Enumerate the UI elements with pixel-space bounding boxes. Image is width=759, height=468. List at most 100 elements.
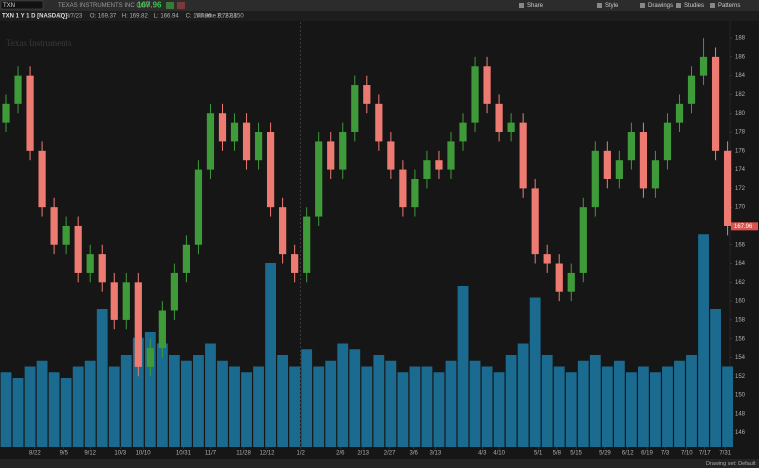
candle-body — [519, 122, 527, 189]
volume-bar — [409, 366, 421, 447]
y-tick-label: 172 — [735, 186, 746, 192]
candle-body — [38, 150, 46, 208]
buy-icon[interactable] — [166, 2, 174, 9]
candle-body — [170, 272, 178, 311]
y-tick-label: 176 — [735, 148, 746, 154]
candle-body — [303, 216, 311, 273]
toolbar-button-icon[interactable] — [519, 3, 524, 8]
y-tick-label: 160 — [735, 299, 746, 305]
y-tick-label: 164 — [735, 261, 746, 267]
toolbar-button-icon[interactable] — [597, 3, 602, 8]
candle-body — [50, 207, 58, 245]
x-tick-label: 7/17 — [699, 451, 711, 457]
candle-body — [723, 150, 732, 226]
y-tick-label: 152 — [735, 374, 746, 380]
toolbar-button[interactable]: Patterns — [718, 3, 740, 9]
volume-bar — [144, 332, 156, 447]
volume-bar — [421, 366, 433, 447]
sell-icon[interactable] — [177, 2, 185, 9]
candle-body — [699, 56, 708, 76]
candle-body — [543, 254, 551, 264]
candle-body — [603, 150, 611, 179]
volume-bar — [313, 366, 325, 447]
volume-bar — [301, 349, 313, 447]
volume-label: Volume — [196, 14, 217, 20]
volume-bar — [541, 355, 553, 447]
candle-body — [134, 282, 142, 367]
volume-bar — [577, 360, 589, 447]
x-tick-label: 1/2 — [296, 451, 305, 457]
volume-bar — [277, 355, 289, 447]
volume-bar — [60, 378, 72, 447]
volume-bar — [193, 355, 204, 447]
drawing-set: Drawing set: Default — [706, 461, 756, 467]
x-tick-label: 7/10 — [681, 451, 693, 457]
candle-body — [242, 122, 251, 161]
ohlc-info: L: 166.94 — [154, 14, 180, 20]
volume-bar — [168, 355, 180, 447]
y-tick-label: 182 — [735, 92, 746, 98]
candle-body — [507, 122, 515, 133]
ohlc-info: H: 169.82 — [122, 14, 149, 20]
candle-body — [435, 160, 443, 170]
toolbar-button-icon[interactable] — [640, 3, 645, 8]
y-tick-label: 174 — [735, 167, 746, 173]
price: 167.96 — [137, 1, 162, 10]
candle-body — [98, 254, 106, 283]
volume-bar — [698, 234, 709, 447]
y-tick-label: 156 — [735, 336, 746, 342]
candle-body — [375, 103, 383, 142]
toolbar-button-icon[interactable] — [676, 3, 681, 8]
candle-body — [86, 254, 94, 273]
volume-bar — [505, 355, 517, 447]
candle-body — [146, 348, 154, 367]
candle-body — [447, 141, 455, 170]
status-bar — [0, 459, 759, 468]
volume-bar — [180, 360, 192, 447]
y-tick-label: 186 — [735, 54, 746, 60]
x-tick-label: 10/10 — [136, 451, 152, 457]
candle-body — [62, 225, 70, 245]
volume-bar — [253, 366, 264, 447]
y-tick-label: 184 — [735, 73, 746, 79]
x-tick-label: 5/29 — [599, 451, 611, 457]
x-tick-label: 5/1 — [534, 451, 543, 457]
volume-bar — [0, 372, 12, 447]
candle-body — [567, 272, 575, 292]
volume-bar — [650, 372, 661, 447]
volume-bar — [637, 366, 649, 447]
symbol[interactable]: TXN — [3, 3, 15, 9]
y-tick-label: 170 — [735, 205, 746, 211]
x-tick-label: 5/8 — [553, 451, 562, 457]
toolbar-button[interactable]: Studies — [684, 3, 704, 9]
volume-bar — [565, 372, 577, 447]
toolbar-button-icon[interactable] — [710, 3, 715, 8]
x-tick-label: 2/27 — [384, 451, 396, 457]
toolbar-button[interactable]: Style — [605, 3, 619, 9]
company: TEXAS INSTRUMENTS INC COM — [58, 3, 150, 9]
last-price-tag — [731, 222, 758, 231]
candle-body — [14, 75, 22, 104]
volume-bar — [445, 360, 457, 447]
volume-bar — [205, 343, 216, 447]
candle-body — [615, 160, 623, 179]
x-tick-label: 2/6 — [336, 451, 345, 457]
volume-bar — [457, 286, 469, 447]
x-tick-label: 10/3 — [114, 451, 126, 457]
ohlc-info: O: 169.37 — [90, 14, 117, 20]
volume-bar — [12, 378, 24, 447]
volume-bar — [349, 349, 361, 447]
volume-bar — [662, 366, 673, 447]
candle-body — [254, 132, 263, 161]
volume-bar — [493, 372, 505, 447]
toolbar-button[interactable]: Drawings — [648, 3, 673, 9]
symbol-box[interactable] — [0, 0, 44, 10]
toolbar-button[interactable]: Share — [527, 3, 544, 9]
y-tick-label: 154 — [735, 355, 746, 361]
candle-body — [158, 310, 166, 349]
volume-bar — [517, 343, 529, 447]
y-tick-label: 166 — [735, 242, 746, 248]
y-tick-label: 146 — [735, 430, 746, 436]
candle-body — [459, 122, 467, 142]
volume-bar — [433, 372, 445, 447]
